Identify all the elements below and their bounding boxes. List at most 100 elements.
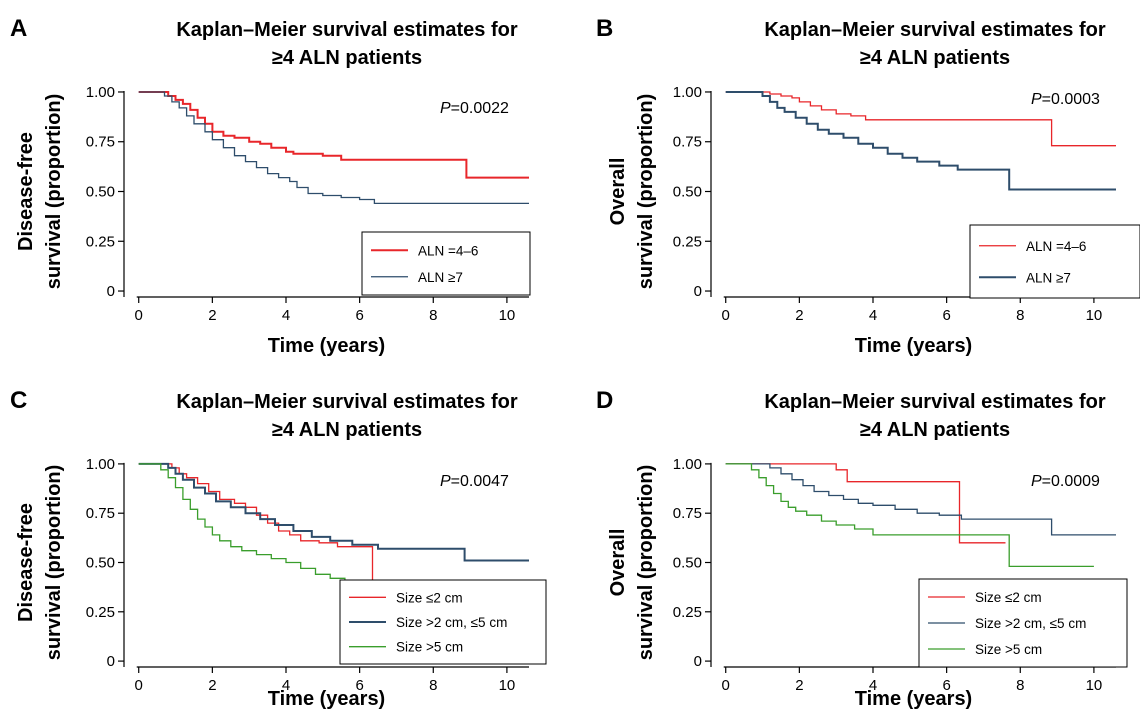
chart-title-line: ≥4 ALN patients [272,47,422,69]
km-curve-series-3 [725,463,1094,568]
y-tick-label: 0.50 [86,184,115,201]
y-tick-label: 0.50 [673,184,702,201]
y-axis-title-line: Overall [607,158,629,226]
x-tick-label: 8 [429,307,437,324]
p-value-annotation: P=0.0009 [1031,473,1100,490]
x-tick-label: 2 [208,677,216,694]
x-tick-label: 0 [135,307,143,324]
chart-title-line: Kaplan–Meier survival estimates for [764,19,1105,41]
y-tick-label: 0.25 [86,604,115,621]
x-axis-title: Time (years) [855,688,972,710]
km-curve-series-2 [138,462,529,562]
chart-title-line: ≥4 ALN patients [860,419,1010,441]
y-axis-title-line: survival (proportion) [43,94,65,290]
x-tick-label: 10 [499,307,516,324]
y-tick-label: 1.00 [86,456,115,473]
legend-box [969,224,1140,299]
y-tick-label: 0 [107,653,115,670]
p-value-annotation: P=0.0047 [440,473,509,490]
y-axis-title-line: Overall [607,529,629,597]
y-tick-label: 0.25 [673,233,702,250]
y-tick-label: 1.00 [673,84,702,101]
y-tick-label: 0.25 [673,604,702,621]
legend-label: Size >2 cm, ≤5 cm [975,616,1086,631]
chart-title-line: Kaplan–Meier survival estimates for [764,391,1105,413]
legend-label: ALN =4–6 [1026,239,1086,254]
km-curve-series-2 [138,91,529,205]
x-tick-label: 8 [1016,677,1024,694]
y-tick-label: 1.00 [86,84,115,101]
panel-d: D Kaplan–Meier survival estimates for ≥4 A… [596,387,1128,710]
legend-label: ALN ≥7 [1026,270,1071,285]
y-tick-label: 0.75 [86,134,115,151]
p-value-annotation: P=0.0022 [440,100,509,117]
legend: ALN =4–6 ALN ≥7 [361,231,531,296]
legend-label: Size ≤2 cm [396,590,463,605]
legend-label: ALN ≥7 [418,270,463,285]
x-tick-label: 10 [499,677,516,694]
panel-letter: B [596,15,613,42]
y-tick-label: 0 [694,283,702,300]
y-tick-label: 0.75 [673,134,702,151]
legend-label: Size >5 cm [975,642,1042,657]
x-tick-label: 0 [135,677,143,694]
x-tick-label: 6 [355,307,363,324]
y-tick-label: 0.75 [673,505,702,522]
legend-label: Size >2 cm, ≤5 cm [396,615,507,630]
chart-title-line: ≥4 ALN patients [860,47,1010,69]
x-axis-title: Time (years) [268,688,385,710]
panel-a: A Kaplan–Meier survival estimates for ≥4 A… [10,15,531,357]
y-axis-title-line: survival (proportion) [43,465,65,661]
x-tick-label: 0 [722,307,730,324]
x-tick-label: 8 [1016,307,1024,324]
p-value-symbol: P [440,473,451,490]
x-tick-label: 10 [1086,677,1103,694]
x-tick-label: 2 [795,307,803,324]
legend-label: Size ≤2 cm [975,590,1042,605]
p-value-text: =0.0003 [1042,91,1100,108]
x-tick-label: 8 [429,677,437,694]
km-curve-series-2 [725,91,1116,191]
y-tick-label: 0.50 [673,555,702,572]
x-tick-label: 6 [942,677,950,694]
y-tick-label: 1.00 [673,456,702,473]
km-curve-series-3 [138,463,507,581]
x-tick-label: 10 [1086,307,1103,324]
x-tick-label: 4 [869,677,877,694]
legend: Size ≤2 cm Size >2 cm, ≤5 cm Size >5 cm [339,579,547,665]
y-tick-label: 0.75 [86,505,115,522]
y-axis-title-line: Disease-free [15,503,37,622]
x-tick-label: 2 [795,677,803,694]
y-tick-label: 0.50 [86,555,115,572]
km-curve-series-1 [725,463,1006,544]
legend-box [361,231,531,296]
panel-letter: C [10,387,27,414]
panel-b: B Kaplan–Meier survival estimates for ≥4 A… [596,15,1140,357]
x-axis-title: Time (years) [268,335,385,357]
km-curve-series-2 [725,463,1116,536]
legend-label: ALN =4–6 [418,243,478,258]
y-tick-label: 0.25 [86,233,115,250]
p-value-symbol: P [440,100,451,117]
km-curve-series-1 [725,91,1116,147]
km-curve-series-1 [138,91,529,179]
panel-letter: A [10,15,27,42]
x-tick-label: 2 [208,307,216,324]
p-value-symbol: P [1031,91,1042,108]
p-value-text: =0.0047 [451,473,509,490]
chart-title-line: ≥4 ALN patients [272,419,422,441]
x-tick-label: 4 [282,307,290,324]
y-tick-label: 0 [694,653,702,670]
p-value-symbol: P [1031,473,1042,490]
panel-c: C Kaplan–Meier survival estimates for ≥4 A… [10,387,547,710]
legend-label: Size >5 cm [396,640,463,655]
p-value-text: =0.0022 [451,100,509,117]
x-tick-label: 6 [355,677,363,694]
x-tick-label: 0 [722,677,730,694]
x-tick-label: 6 [942,307,950,324]
legend: ALN =4–6 ALN ≥7 [969,224,1140,299]
chart-title-line: Kaplan–Meier survival estimates for [176,19,517,41]
panel-letter: D [596,387,613,414]
x-tick-label: 4 [282,677,290,694]
